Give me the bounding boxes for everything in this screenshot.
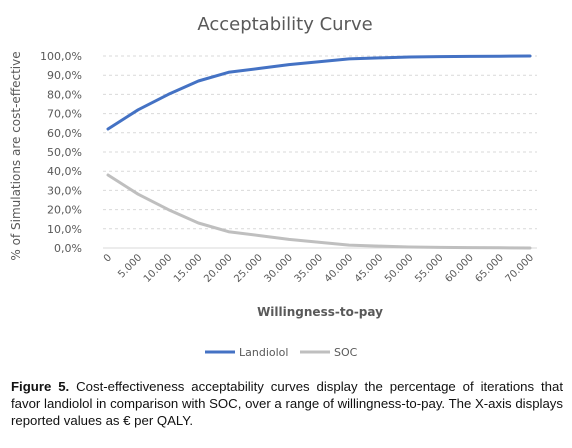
y-tick-label: 30,0% — [47, 184, 82, 197]
x-tick-label: 5.000 — [116, 252, 144, 280]
x-tick-label: 55.000 — [413, 252, 446, 285]
y-tick-label: 10,0% — [47, 223, 82, 236]
x-axis-label: Willingness-to-pay — [257, 305, 383, 319]
legend-label-landiolol: Landiolol — [239, 346, 288, 359]
grid-layer — [103, 55, 537, 249]
x-tick-label: 60.000 — [443, 252, 476, 285]
y-tick-label: 50,0% — [47, 146, 82, 159]
chart-title: Acceptability Curve — [197, 14, 372, 35]
y-tick-label: 40,0% — [47, 165, 82, 178]
series-line-soc — [106, 173, 532, 250]
x-tick-label: 45.000 — [353, 252, 386, 285]
figure-label: Figure 5. — [11, 379, 70, 394]
x-tick-label: 50.000 — [383, 252, 416, 285]
acceptability-chart: Acceptability Curve 0,0% 10,0% 20,0% 30,0% 4… — [9, 14, 537, 359]
x-tick-label: 40.000 — [323, 252, 356, 285]
series-layer — [106, 54, 532, 250]
y-tick-label: 70,0% — [47, 108, 82, 121]
figure-caption-text: Cost-effectiveness acceptability curves … — [11, 379, 563, 428]
x-tick-label: 25.000 — [232, 252, 265, 285]
legend: Landiolol SOC — [205, 346, 358, 359]
y-tick-label: 20,0% — [47, 204, 82, 217]
y-tick-label: 60,0% — [47, 127, 82, 140]
x-tick-label: 30.000 — [262, 252, 295, 285]
y-axis-label: % of Simulations are cost-effective — [9, 51, 23, 260]
x-tick-label: 0 — [102, 252, 114, 264]
legend-label-soc: SOC — [334, 346, 358, 359]
y-tick-labels: 0,0% 10,0% 20,0% 30,0% 40,0% 50,0% 60,0% 70,0% 8… — [40, 50, 82, 255]
y-tick-label: 80,0% — [47, 88, 82, 101]
x-tick-labels: 0 5.00010.00015.00020.00025.00030.00035.0… — [102, 252, 536, 285]
y-tick-label: 100,0% — [40, 50, 82, 63]
x-tick-label: 35.000 — [293, 252, 326, 285]
x-tick-label: 10.000 — [142, 252, 175, 285]
x-tick-label: 65.000 — [473, 252, 506, 285]
x-tick-label: 20.000 — [202, 252, 235, 285]
series-line-landiolol — [106, 54, 532, 131]
x-tick-label: 15.000 — [172, 252, 205, 285]
y-tick-label: 0,0% — [54, 242, 82, 255]
figure-caption: Figure 5. Cost-effectiveness acceptabili… — [11, 378, 563, 429]
y-tick-label: 90,0% — [47, 69, 82, 82]
x-tick-label: 70.000 — [504, 252, 537, 285]
